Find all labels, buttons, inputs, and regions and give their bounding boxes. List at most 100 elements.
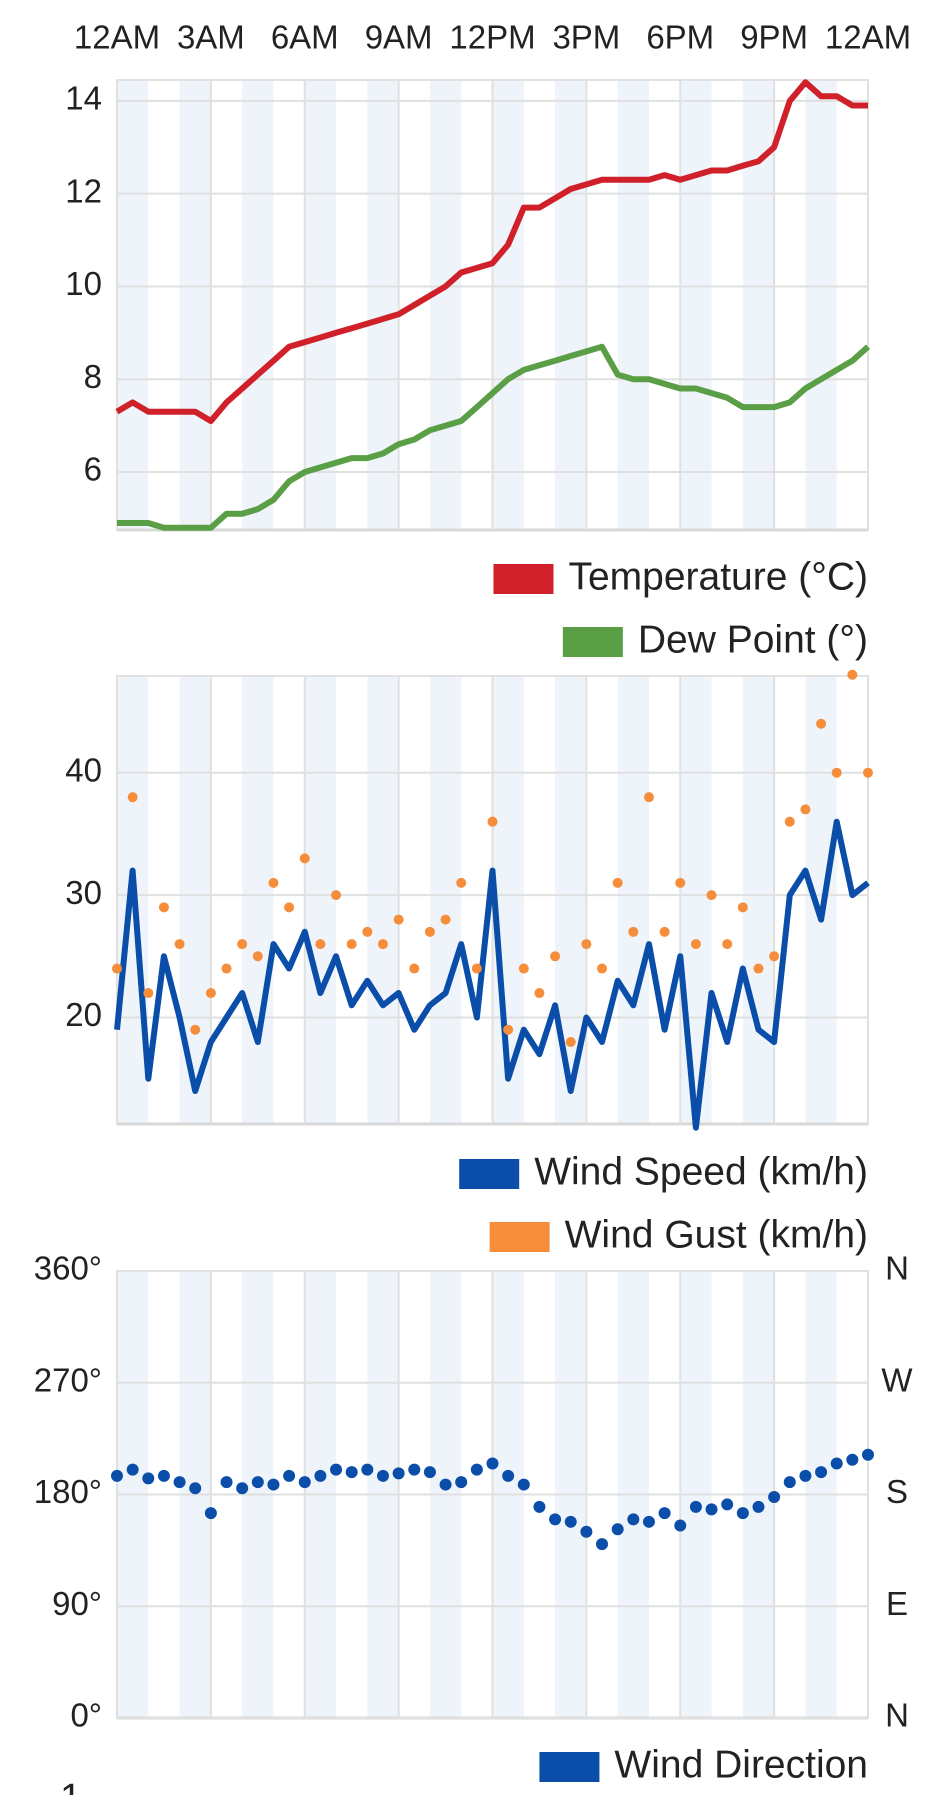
data-dot: [126, 1463, 139, 1476]
y2-tick-label: E: [886, 1585, 908, 1622]
data-dot: [596, 1538, 609, 1551]
data-dot: [423, 1466, 436, 1479]
data-dot: [455, 1476, 468, 1489]
x-tick-label: 6AM: [271, 19, 339, 56]
data-dot: [299, 853, 310, 864]
legend-swatch: [562, 627, 623, 657]
next-chart-title: 1: [60, 1776, 82, 1795]
data-dot: [830, 1457, 843, 1470]
y-tick-label: 40: [65, 751, 102, 788]
data-dot: [157, 1469, 170, 1482]
data-dot: [612, 877, 623, 888]
data-dot: [252, 951, 263, 962]
data-dot: [190, 1024, 201, 1035]
data-dot: [534, 988, 545, 999]
data-dot: [283, 1469, 296, 1482]
hour-stripe: [492, 80, 524, 530]
data-dot: [674, 1519, 687, 1532]
data-dot: [362, 926, 373, 937]
data-dot: [251, 1476, 264, 1489]
data-dot: [331, 890, 342, 901]
data-dot: [752, 1500, 765, 1513]
data-dot: [611, 1523, 624, 1536]
data-dot: [597, 963, 608, 974]
data-dot: [315, 939, 326, 950]
hour-stripe: [242, 676, 274, 1124]
hour-stripe: [805, 676, 837, 1124]
data-dot: [769, 951, 780, 962]
data-dot: [127, 792, 138, 803]
data-dot: [408, 1463, 421, 1476]
data-dot: [237, 939, 248, 950]
data-dot: [142, 1472, 155, 1485]
data-dot: [487, 816, 498, 827]
data-dot: [690, 939, 701, 950]
data-dot: [847, 669, 858, 680]
legend-swatch: [489, 1222, 550, 1252]
hour-stripe: [429, 676, 462, 1124]
y-tick-label: 10: [65, 265, 102, 302]
data-dot: [314, 1469, 327, 1482]
data-dot: [392, 1467, 405, 1480]
data-dot: [675, 877, 686, 888]
hour-stripe: [742, 676, 775, 1124]
hour-stripe: [680, 80, 712, 530]
y-tick-label: 270°: [34, 1361, 102, 1398]
data-dot: [815, 1466, 828, 1479]
x-tick-label: 6PM: [646, 19, 714, 56]
y2-tick-label: N: [885, 1697, 909, 1734]
x-tick-label: 12AM: [825, 19, 911, 56]
y2-tick-label: W: [881, 1361, 913, 1398]
x-tick-label: 3AM: [177, 19, 245, 56]
data-dot: [564, 1515, 577, 1528]
legend-label: Dew Point (°): [638, 618, 868, 661]
data-dot: [236, 1482, 249, 1495]
data-line: [114, 818, 870, 1131]
data-line: [115, 79, 868, 424]
data-dot: [267, 1478, 280, 1491]
data-dot: [831, 767, 842, 778]
data-dot: [706, 890, 717, 901]
data-dot: [550, 951, 561, 962]
hour-stripe: [617, 80, 649, 530]
data-dot: [642, 1515, 655, 1528]
data-dot: [456, 877, 467, 888]
data-dot: [659, 926, 670, 937]
data-dot: [768, 1490, 781, 1503]
x-tick-label: 12PM: [449, 19, 535, 56]
y2-tick-label: S: [886, 1473, 908, 1510]
data-dot: [783, 1476, 796, 1489]
data-dot: [204, 1507, 217, 1520]
hour-stripe: [367, 80, 399, 530]
data-dot: [518, 963, 529, 974]
data-dot: [502, 1469, 515, 1482]
data-dot: [862, 1448, 874, 1461]
legend-label: Temperature (°C): [568, 555, 868, 598]
data-dot: [439, 1478, 452, 1491]
hour-stripe: [617, 676, 649, 1124]
data-dot: [565, 1036, 576, 1047]
hour-stripe: [179, 80, 211, 530]
data-dot: [736, 1507, 749, 1520]
data-dot: [220, 1476, 233, 1489]
hour-stripe: [304, 80, 337, 530]
y-tick-label: 360°: [34, 1250, 102, 1287]
data-dot: [503, 1024, 514, 1035]
data-dot: [580, 1525, 593, 1538]
data-dot: [722, 939, 733, 950]
hour-stripe: [555, 676, 587, 1124]
data-dot: [112, 963, 122, 974]
x-tick-label: 9PM: [740, 19, 808, 56]
data-dot: [111, 1469, 123, 1482]
data-dot: [533, 1500, 546, 1513]
legend-label: Wind Speed (km/h): [534, 1150, 868, 1193]
hour-stripe: [555, 80, 587, 530]
data-dot: [189, 1482, 202, 1495]
data-dot: [800, 804, 811, 815]
data-dot: [174, 939, 185, 950]
data-dot: [627, 1513, 640, 1526]
data-dot: [424, 926, 435, 937]
data-dot: [440, 914, 451, 925]
legend-label: Wind Direction: [614, 1743, 868, 1786]
